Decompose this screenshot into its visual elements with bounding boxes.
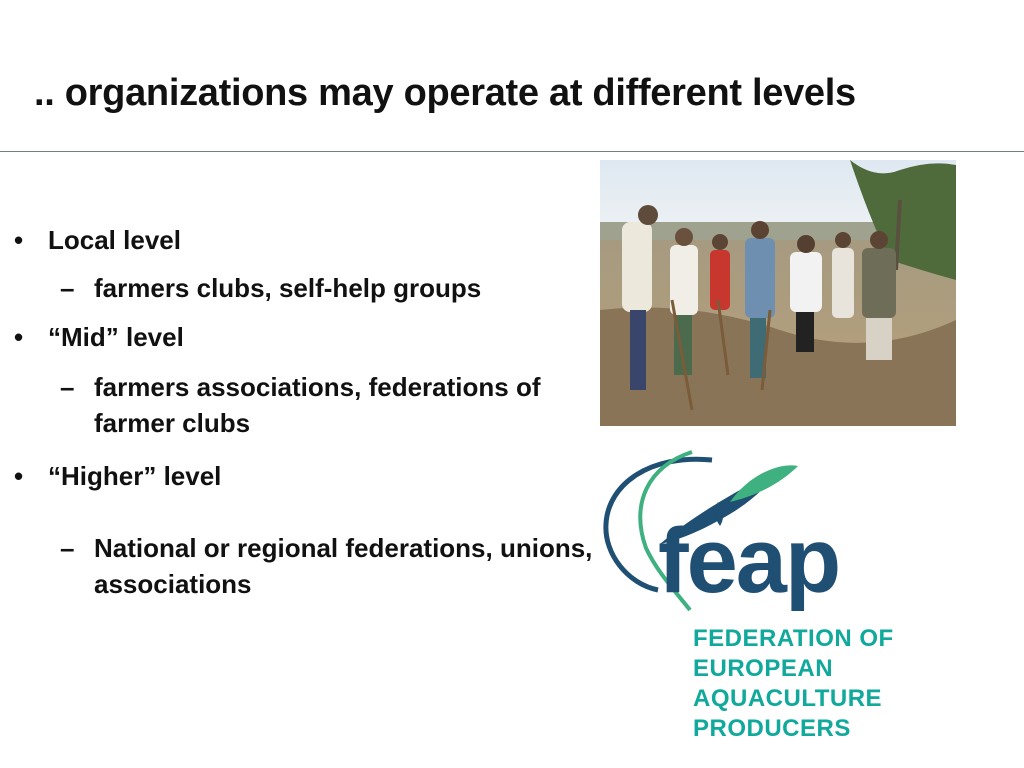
sub-bullet-item: – National or regional federations, union… — [60, 530, 600, 602]
sub-bullet-text: National or regional federations, unions… — [94, 533, 593, 599]
dash-marker: – — [60, 273, 75, 303]
logo-subtitle: FEDERATION OF EUROPEAN AQUACULTURE PRODU… — [693, 624, 894, 744]
slide-title: .. organizations may operate at differen… — [34, 72, 856, 114]
bullet-item: • “Mid” level — [14, 319, 184, 355]
dash-marker: – — [60, 533, 75, 563]
bullet-item: • Local level — [14, 222, 181, 258]
logo-line: AQUACULTURE — [693, 685, 883, 712]
sub-bullet-item: – farmers associations, federations of fa… — [60, 369, 600, 441]
feap-logo: feap — [603, 450, 841, 612]
sub-bullet-text: farmers clubs, self-help groups — [94, 273, 482, 303]
logo-line: FEDERATION OF — [693, 625, 894, 652]
sub-bullet-text: farmers associations, federations of far… — [94, 372, 541, 438]
dash-marker: – — [60, 372, 75, 402]
logo-line: PRODUCERS — [693, 715, 851, 742]
sub-bullet-item: – farmers clubs, self-help groups — [60, 270, 600, 306]
bullet-text: “Mid” level — [48, 322, 184, 352]
logo-line: EUROPEAN — [693, 655, 834, 682]
bullet-marker: • — [14, 461, 24, 491]
title-divider — [0, 151, 1024, 152]
bullet-marker: • — [14, 225, 24, 255]
logo-wordmark: feap — [658, 510, 839, 612]
bullet-item: • “Higher” level — [14, 458, 221, 494]
bullet-marker: • — [14, 322, 24, 352]
bullet-text: “Higher” level — [48, 461, 222, 491]
bullet-text: Local level — [48, 225, 181, 255]
group-of-farmers-photo — [600, 160, 956, 426]
